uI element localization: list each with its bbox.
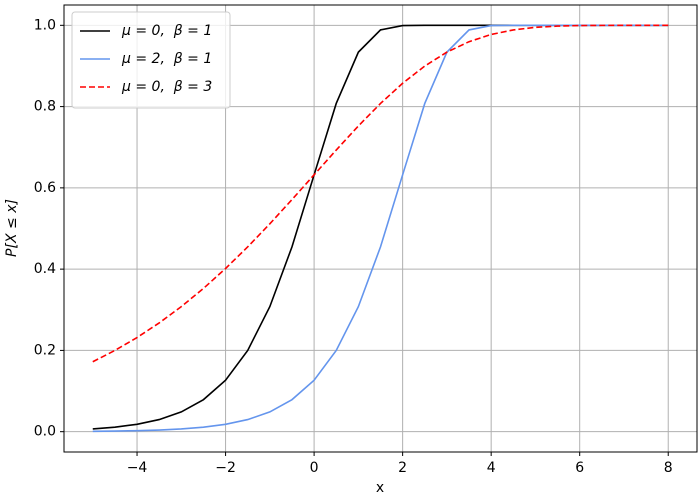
- y-tick-label: 0.6: [34, 180, 56, 196]
- y-tick-label: 0.4: [34, 261, 56, 277]
- x-tick-label: 0: [310, 460, 319, 476]
- x-tick-label: −2: [215, 460, 236, 476]
- x-tick-label: 8: [664, 460, 673, 476]
- x-axis-label: x: [376, 480, 384, 496]
- plot-frame: [63, 4, 698, 453]
- y-tick-label: 1.0: [34, 17, 56, 33]
- legend-label: μ = 2, β = 1: [121, 51, 212, 67]
- legend-box: [71, 11, 231, 109]
- x-tick-label: −4: [127, 460, 148, 476]
- x-tick-label: 6: [575, 460, 584, 476]
- y-tick-label: 0.0: [34, 424, 56, 440]
- x-tick-label: 4: [487, 460, 496, 476]
- y-tick-label: 0.8: [34, 99, 56, 115]
- series-line: [92, 24, 669, 363]
- legend-label: μ = 0, β = 3: [121, 79, 212, 95]
- x-tick-label: 2: [398, 460, 407, 476]
- y-axis-label: P[X ≤ x]: [4, 199, 20, 257]
- y-tick-label: 0.2: [34, 342, 56, 358]
- legend-label: μ = 0, β = 1: [121, 23, 212, 39]
